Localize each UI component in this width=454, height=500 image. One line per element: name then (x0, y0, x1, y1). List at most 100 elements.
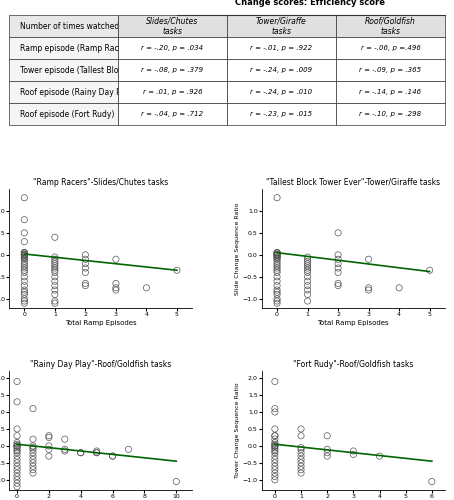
Point (51, 234, 59, 241)
Point (14, 456, 21, 464)
Point (45, 442, 53, 450)
Point (273, 258, 281, 266)
Point (21, 299, 28, 307)
Point (51, 264, 59, 272)
Point (273, 297, 281, 305)
Point (21, 290, 28, 298)
Point (45, 452, 53, 460)
Point (112, 286, 119, 294)
Point (271, 476, 278, 484)
Point (21, 251, 28, 259)
Point (271, 456, 278, 464)
Point (82, 282, 89, 290)
Point (14, 440, 21, 448)
Point (273, 251, 281, 259)
Point (21, 251, 28, 259)
Point (21, 252, 28, 260)
Point (21, 264, 28, 272)
Point (273, 273, 281, 281)
Point (273, 248, 281, 256)
Point (143, 284, 150, 292)
Point (173, 478, 180, 486)
Point (51, 290, 59, 298)
Point (271, 442, 278, 450)
Y-axis label: Tower Change Sequence Ratio: Tower Change Sequence Ratio (235, 383, 240, 478)
Point (271, 459, 278, 467)
Point (304, 277, 311, 285)
Point (350, 447, 357, 455)
Point (14, 432, 21, 440)
Point (304, 273, 311, 281)
Point (30, 452, 37, 460)
Point (297, 444, 305, 452)
Point (365, 286, 372, 294)
Point (271, 438, 278, 446)
Point (14, 476, 21, 484)
Point (21, 260, 28, 268)
Point (21, 238, 28, 246)
Point (21, 248, 28, 256)
Point (304, 268, 311, 276)
Point (273, 260, 281, 268)
Point (271, 432, 278, 440)
Point (21, 268, 28, 276)
Point (273, 288, 281, 296)
Title: "Fort Rudy"-Roof/Goldfish tasks: "Fort Rudy"-Roof/Goldfish tasks (293, 360, 414, 369)
Point (14, 447, 21, 455)
Point (335, 251, 342, 259)
Point (297, 446, 305, 454)
Point (21, 282, 28, 290)
Point (45, 432, 53, 440)
Point (14, 482, 21, 490)
Point (271, 408, 278, 416)
Point (30, 435, 37, 443)
Point (109, 452, 116, 460)
Point (21, 229, 28, 237)
Point (14, 438, 21, 446)
Title: "Rainy Day Play"-Roof/Goldfish tasks: "Rainy Day Play"-Roof/Goldfish tasks (30, 360, 171, 369)
Point (30, 404, 37, 412)
Point (324, 448, 331, 456)
Point (350, 450, 357, 458)
Point (82, 256, 89, 264)
Point (14, 448, 21, 456)
Point (297, 456, 305, 464)
Point (30, 459, 37, 467)
Point (271, 425, 278, 433)
Point (21, 297, 28, 305)
Point (93, 447, 100, 455)
Point (304, 253, 311, 261)
Point (14, 479, 21, 487)
Point (51, 253, 59, 261)
Point (273, 194, 281, 202)
Point (271, 447, 278, 455)
Point (273, 266, 281, 274)
Point (273, 277, 281, 285)
Point (304, 282, 311, 290)
Point (61, 435, 69, 443)
Point (271, 442, 278, 450)
Point (395, 284, 403, 292)
Point (14, 462, 21, 470)
Point (14, 398, 21, 406)
Point (51, 262, 59, 270)
Point (82, 268, 89, 276)
Point (324, 452, 331, 460)
Point (51, 268, 59, 276)
Point (271, 404, 278, 412)
Point (14, 442, 21, 450)
Point (14, 446, 21, 454)
Point (30, 466, 37, 473)
Point (30, 469, 37, 477)
Point (297, 466, 305, 473)
Point (271, 444, 278, 452)
Point (82, 264, 89, 272)
Point (297, 432, 305, 440)
Point (173, 266, 181, 274)
Point (14, 442, 21, 450)
Point (30, 456, 37, 464)
Point (61, 446, 69, 454)
Point (21, 194, 28, 202)
Point (273, 268, 281, 276)
Point (273, 299, 281, 307)
